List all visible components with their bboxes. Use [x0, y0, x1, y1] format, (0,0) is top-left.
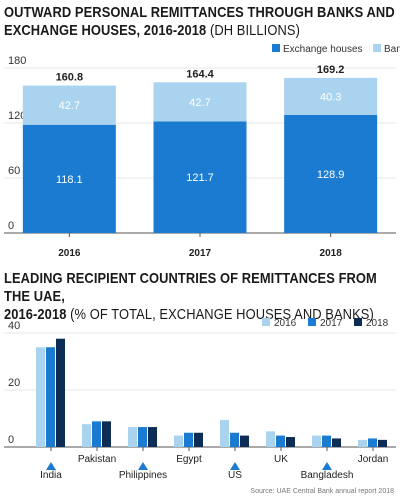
x-tick-label: Bangladesh [301, 470, 354, 481]
legend-swatch [272, 44, 280, 52]
bar-segment [284, 77, 378, 115]
chart1-title-line1: OUTWARD PERSONAL REMITTANCES THROUGH BAN… [4, 4, 395, 21]
bar-value-label: 42.7 [59, 100, 80, 112]
y-tick-label: 120 [8, 110, 26, 122]
bar [46, 347, 55, 447]
bar [174, 435, 183, 447]
bar [286, 437, 295, 447]
bar [128, 427, 137, 447]
bar [82, 424, 91, 447]
bar-total-label: 164.4 [186, 68, 214, 80]
chart2-title-unit: (% OF TOTAL, EXCHANGE HOUSES AND BANKS) [66, 306, 374, 323]
chart1-title: OUTWARD PERSONAL REMITTANCES THROUGH BAN… [4, 4, 395, 40]
bar [240, 435, 249, 447]
bar-value-label: 40.3 [320, 91, 341, 103]
bar [184, 432, 193, 447]
chart1-title-unit: (DH BILLIONS) [206, 22, 300, 39]
bar [138, 427, 147, 447]
bar [92, 421, 101, 447]
legend-swatch [373, 44, 381, 52]
x-tick-label: 2017 [189, 248, 212, 259]
x-tick-label: US [228, 470, 242, 481]
bar-segment [284, 114, 378, 233]
y-tick-label: 0 [8, 434, 14, 446]
bar [56, 338, 65, 447]
bar-value-label: 42.7 [189, 97, 210, 109]
y-tick-label: 40 [8, 320, 20, 332]
x-tick-label: Egypt [176, 454, 202, 465]
y-tick-label: 0 [8, 220, 14, 232]
x-tick-label: 2016 [58, 248, 81, 259]
bar [276, 435, 285, 447]
chart2-title: LEADING RECIPIENT COUNTRIES OF REMITTANC… [4, 270, 395, 324]
chart2-title-main: 2016-2018 [4, 306, 67, 323]
bar [332, 438, 341, 447]
x-tick-label: India [40, 470, 62, 481]
marker-triangle-icon [46, 462, 56, 470]
bar-total-label: 169.2 [317, 64, 345, 76]
legend-label: 2016 [274, 318, 297, 329]
bar [312, 435, 321, 447]
bar-segment [22, 124, 116, 233]
x-tick-label: Pakistan [78, 454, 116, 465]
bar-segment [153, 82, 247, 122]
x-tick-label: 2018 [320, 248, 343, 259]
bar [102, 421, 111, 447]
bar-value-label: 121.7 [186, 172, 214, 184]
bar [368, 438, 377, 447]
bar-segment [153, 121, 247, 233]
bar-value-label: 128.9 [317, 169, 345, 181]
legend-label: 2017 [320, 318, 343, 329]
chart2-title-line2: 2016-2018 (% OF TOTAL, EXCHANGE HOUSES A… [4, 306, 395, 324]
legend-swatch [354, 318, 362, 326]
bar [148, 427, 157, 447]
chart1-title-main: EXCHANGE HOUSES, 2016-2018 [4, 22, 207, 39]
chart2-title-line1: LEADING RECIPIENT COUNTRIES OF REMITTANC… [4, 270, 377, 305]
legend-swatch [308, 318, 316, 326]
bar [322, 435, 331, 447]
bar [220, 419, 229, 447]
marker-triangle-icon [230, 462, 240, 470]
bar [194, 432, 203, 447]
source-note: Source: UAE Central Bank annual report 2… [250, 488, 394, 495]
chart1-title-line2: EXCHANGE HOUSES, 2016-2018 (DH BILLIONS) [4, 22, 395, 40]
bar [358, 439, 367, 447]
legend-swatch [262, 318, 270, 326]
legend-label: Exchange houses [283, 44, 363, 55]
bar [36, 347, 45, 447]
legend-label: 2018 [366, 318, 389, 329]
bar-value-label: 118.1 [56, 174, 83, 186]
y-tick-label: 20 [8, 377, 20, 389]
bar [230, 432, 239, 447]
y-tick-label: 180 [8, 55, 26, 67]
bar [378, 439, 387, 447]
bar-total-label: 160.8 [56, 72, 84, 84]
remittances-stacked-bar-chart: 0 60 120 180 Exchange houses Banks 118.1 42.7 16… [4, 44, 400, 259]
y-tick-label: 60 [8, 165, 20, 177]
marker-triangle-icon [322, 462, 332, 470]
x-tick-label: Philippines [119, 470, 167, 481]
bar-segment [22, 85, 116, 125]
bar [266, 431, 275, 447]
marker-triangle-icon [138, 462, 148, 470]
x-tick-label: UK [274, 454, 288, 465]
x-tick-label: Jordan [358, 454, 389, 465]
legend-label: Banks [384, 44, 400, 55]
